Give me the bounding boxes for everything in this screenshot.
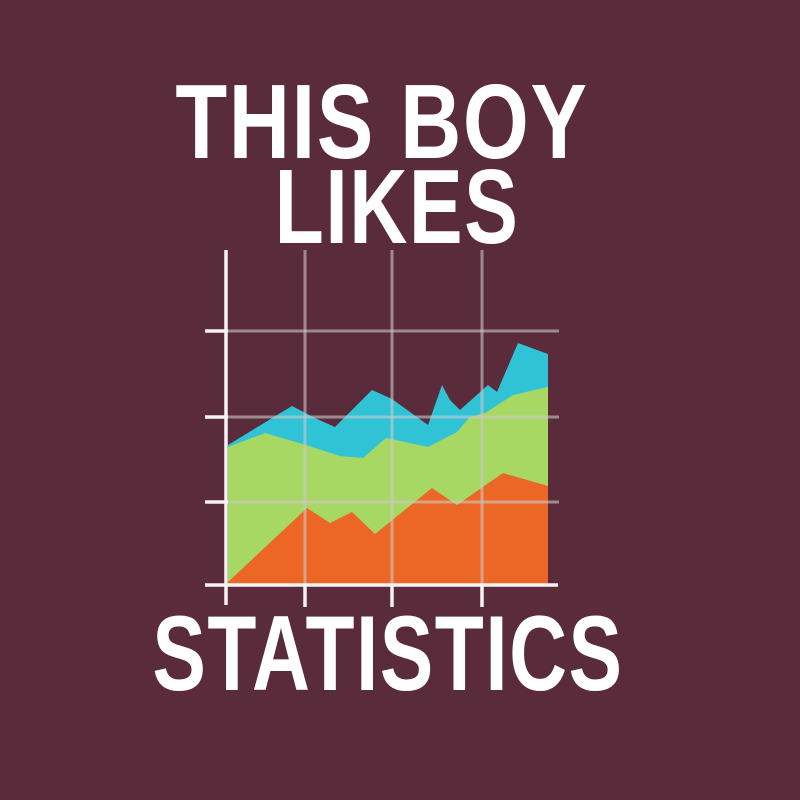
title-bottom: STATISTICS (152, 594, 623, 714)
chart-grid (205, 250, 559, 607)
title-line-1: THIS BOY (175, 63, 588, 181)
title-line-2: LIKES (275, 147, 520, 265)
